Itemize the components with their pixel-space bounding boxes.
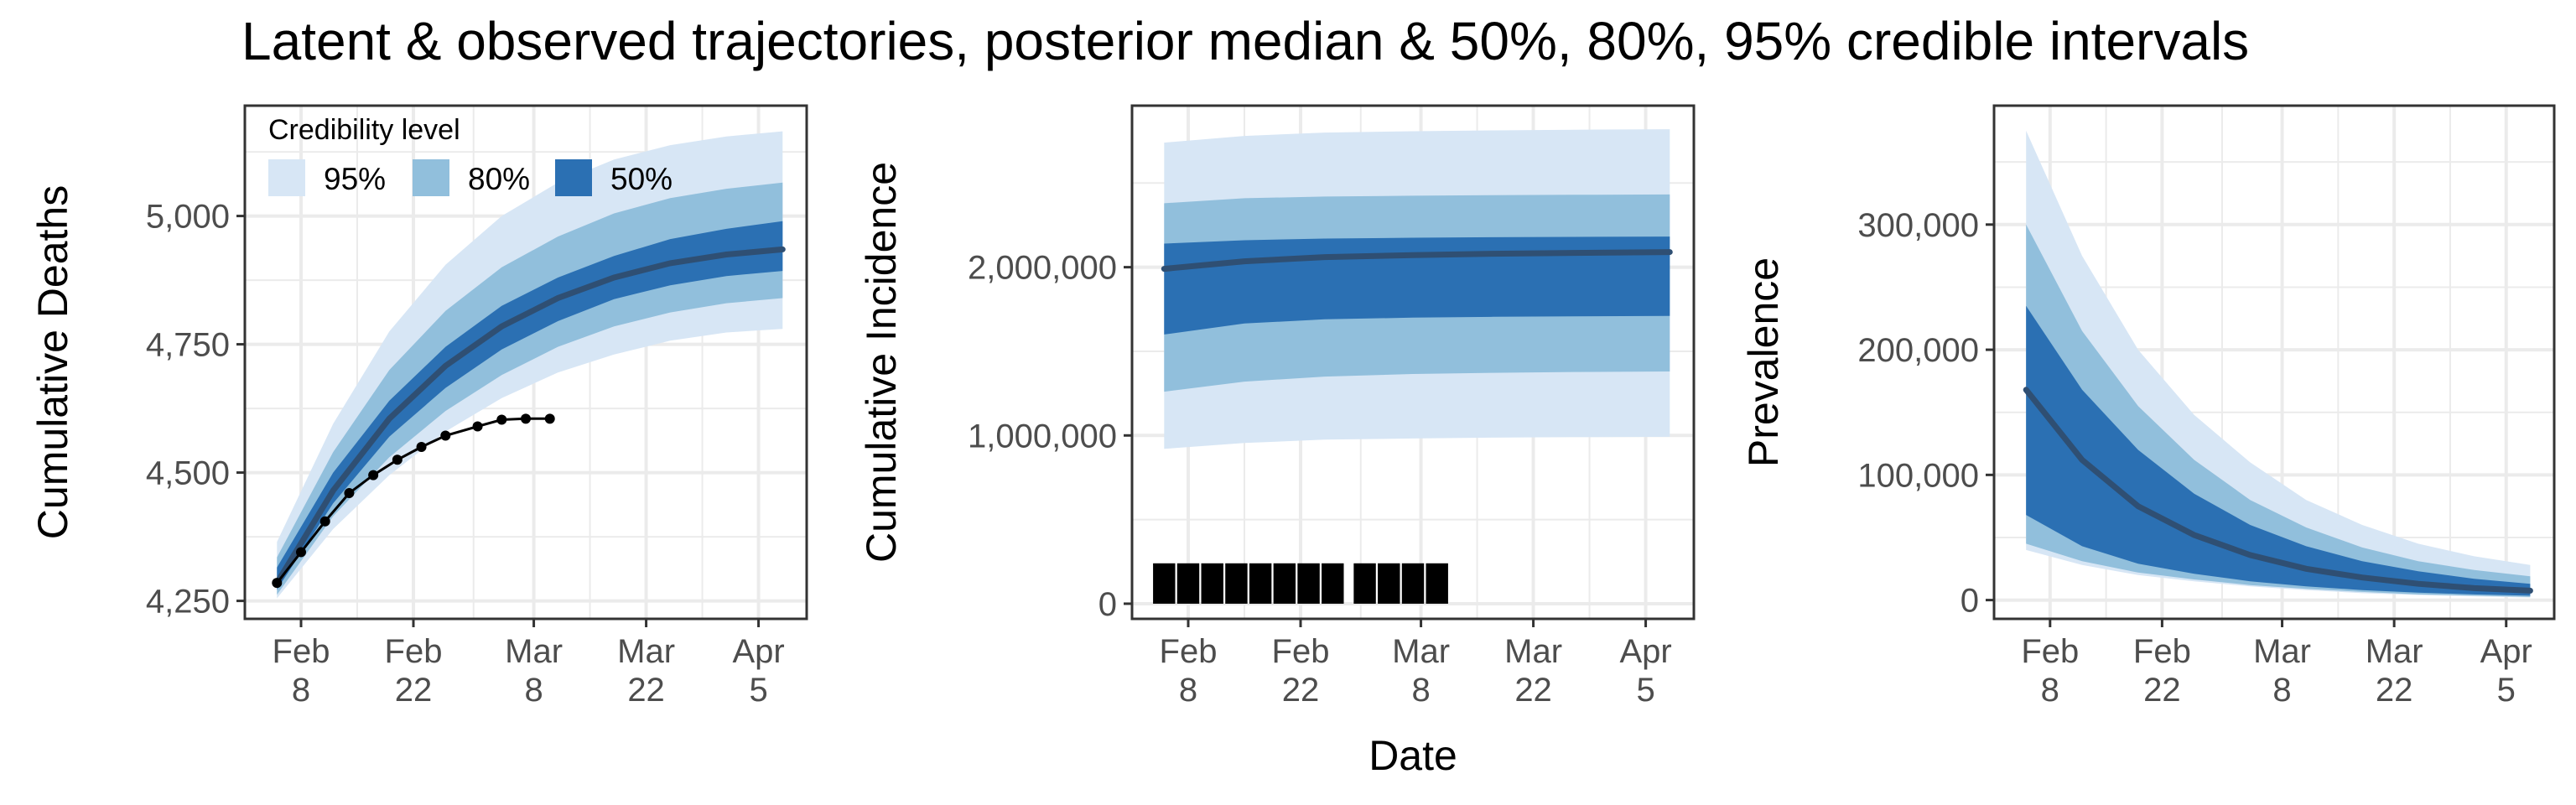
legend-swatch-95 <box>268 159 305 196</box>
credible-band-50 <box>2026 305 2531 596</box>
panel-2: 0 1,000,000 2,000,000 Feb 8 Feb 22 Mar 8 Mar 22 Apr… <box>858 104 1696 709</box>
x-tick-label: Feb 22 <box>2133 633 2191 709</box>
y-tick-label: 300,000 <box>1857 207 1979 244</box>
observed-bar <box>1297 563 1320 604</box>
y-tick-label: 1,000,000 <box>968 418 1117 454</box>
observed-point <box>496 414 507 425</box>
x-tick-label: Feb 22 <box>385 633 443 709</box>
legend-swatch-80 <box>413 159 449 196</box>
observed-bar <box>1153 563 1176 604</box>
x-tick-label: Apr 5 <box>732 633 784 709</box>
x-tick-label: Feb 8 <box>2021 633 2079 709</box>
legend: Credibility level 95% 80% 50% <box>268 114 673 196</box>
observed-point <box>544 413 555 424</box>
observed-point <box>472 421 483 432</box>
observed-bar <box>1401 563 1425 604</box>
x-tick-label: Mar 8 <box>1392 633 1450 709</box>
observed-point <box>416 441 427 452</box>
legend-label-95: 95% <box>324 162 386 196</box>
x-tick-label: Feb 8 <box>273 633 330 709</box>
observed-point <box>368 470 379 480</box>
y-tick-label: 4,500 <box>146 455 230 492</box>
observed-bar <box>1322 563 1344 604</box>
median-line <box>273 246 786 586</box>
y-axis-label: Cumulative Incidence <box>858 162 905 563</box>
median-line <box>1161 249 1673 273</box>
x-axis-label: Date <box>1368 732 1457 779</box>
x-tick-label: Mar 22 <box>617 633 675 709</box>
y-axis-label: Prevalence <box>1740 257 1787 467</box>
credible-band-50 <box>277 221 783 590</box>
x-tick-label: Mar 22 <box>2366 633 2423 709</box>
observed-point <box>440 430 451 441</box>
legend-swatch-50 <box>555 159 592 196</box>
x-tick-label: Mar 22 <box>1504 633 1562 709</box>
observed-bar <box>1353 563 1376 604</box>
y-tick-label: 0 <box>1098 586 1117 623</box>
observed-bar <box>1225 563 1248 604</box>
observed-point <box>392 454 402 465</box>
y-tick-label: 5,000 <box>146 199 230 236</box>
y-axis-label: Cumulative Deaths <box>29 185 76 539</box>
panel-border <box>1992 104 2556 621</box>
legend-label-50: 50% <box>610 162 673 196</box>
x-tick-label: Feb 8 <box>1160 633 1218 709</box>
observed-point <box>296 547 306 558</box>
y-tick-label: 4,750 <box>146 327 230 364</box>
observed-bar <box>1201 563 1223 604</box>
observed-point <box>272 578 283 589</box>
panel-3: 0 100,000 200,000 300,000 Feb 8 Feb 22 Mar 8 Mar 22… <box>1740 104 2556 709</box>
observed-point <box>319 516 330 527</box>
legend-label-80: 80% <box>468 162 530 196</box>
x-tick-label: Mar 8 <box>505 633 563 709</box>
y-tick-label: 4,250 <box>146 584 230 621</box>
chart-title: Latent & observed trajectories, posterio… <box>242 11 2250 71</box>
panels-layer: 4,250 4,500 4,750 5,000 Feb 8 Feb 22 Mar 8 Mar 22 Ap… <box>29 104 2556 709</box>
legend-title: Credibility level <box>268 114 460 146</box>
y-tick-label: 0 <box>1961 583 1979 620</box>
observed-bar <box>1273 563 1296 604</box>
median-line <box>2023 387 2533 594</box>
observed-bar <box>1176 563 1200 604</box>
observed-point <box>344 488 355 499</box>
panel-1: 4,250 4,500 4,750 5,000 Feb 8 Feb 22 Mar 8 Mar 22 Ap… <box>29 104 808 709</box>
y-tick-label: 200,000 <box>1857 332 1979 369</box>
panel-border <box>1130 104 1696 621</box>
observed-bar <box>1426 563 1448 604</box>
x-tick-label: Feb 22 <box>1272 633 1330 709</box>
observed-point <box>521 413 531 424</box>
x-tick-label: Mar 8 <box>2253 633 2311 709</box>
observed-bar <box>1249 563 1272 604</box>
y-tick-label: 2,000,000 <box>968 250 1117 287</box>
observed-bar <box>1378 563 1400 604</box>
y-tick-label: 100,000 <box>1857 457 1979 494</box>
panel-border <box>243 104 808 621</box>
x-tick-label: Apr 5 <box>1619 633 1671 709</box>
x-tick-label: Apr 5 <box>2480 633 2532 709</box>
